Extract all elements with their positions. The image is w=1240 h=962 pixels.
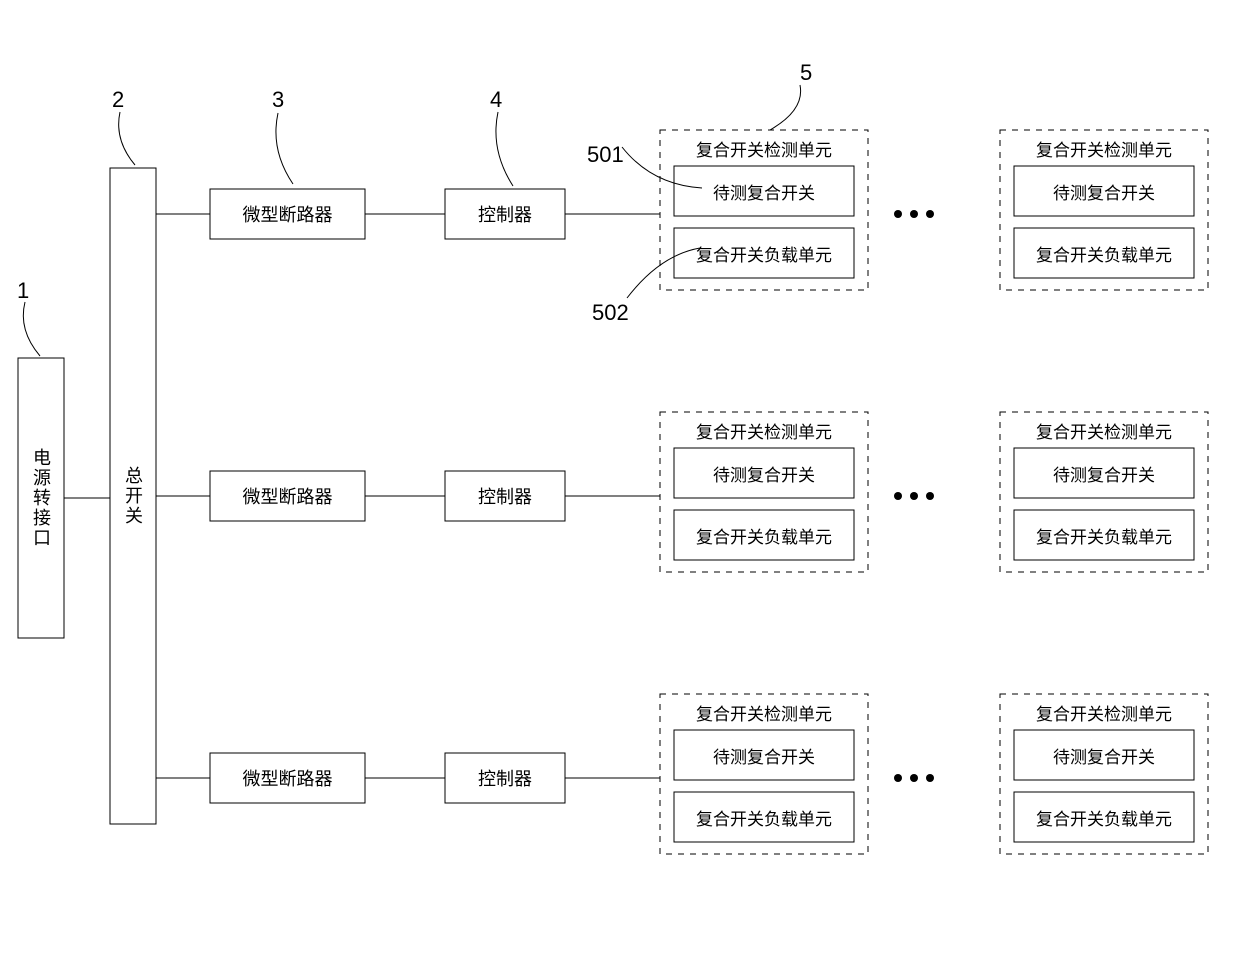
diagram-canvas (0, 0, 1240, 962)
